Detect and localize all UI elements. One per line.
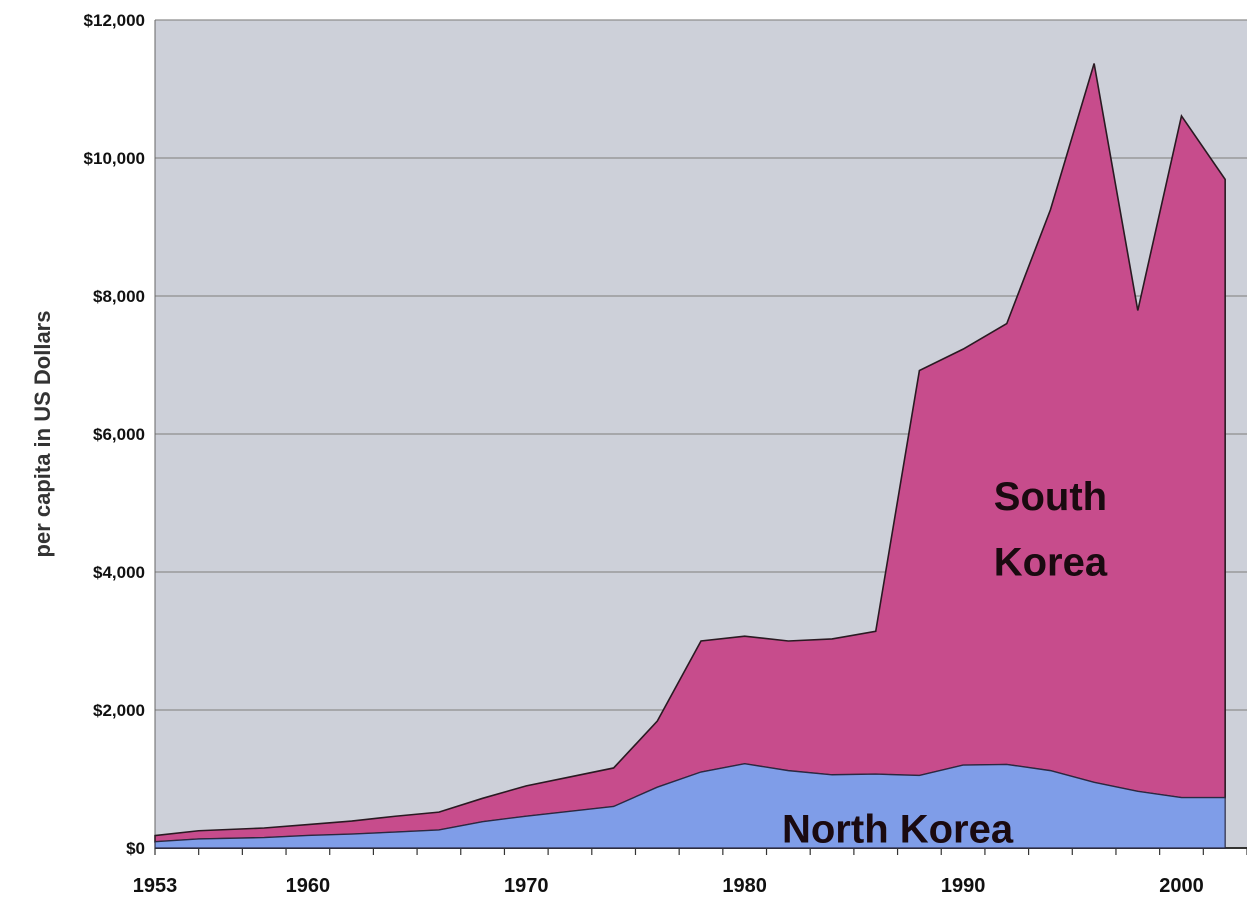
y-tick-label: $12,000 [84, 11, 145, 30]
x-tick-label: 1970 [504, 875, 549, 896]
north-korea-label: North Korea [782, 807, 1014, 851]
x-tick-label: 1960 [286, 875, 331, 896]
y-tick-label: $4,000 [93, 563, 145, 582]
y-axis-labels: $0 $2,000 $4,000 $6,000 $8,000 $10,000 $12,000 [84, 11, 145, 858]
y-tick-label: $6,000 [93, 425, 145, 444]
x-tick-label: 1953 [133, 875, 178, 896]
x-tick-label: 1980 [722, 875, 767, 896]
y-tick-label: $10,000 [84, 149, 145, 168]
x-axis-labels: 1953 1960 1970 1980 1990 2000 [133, 875, 1204, 897]
y-axis-title: per capita in US Dollars [30, 311, 55, 558]
y-tick-label: $0 [126, 839, 145, 858]
x-axis-ticks [154, 848, 1247, 855]
south-korea-label-line2: Korea [994, 540, 1108, 584]
area-north-korea [154, 763, 1226, 849]
x-tick-label: 2000 [1159, 875, 1204, 896]
south-korea-label-line1: South [994, 475, 1107, 519]
y-tick-label: $2,000 [93, 701, 145, 720]
y-tick-label: $8,000 [93, 287, 145, 306]
x-tick-label: 1990 [941, 875, 986, 896]
